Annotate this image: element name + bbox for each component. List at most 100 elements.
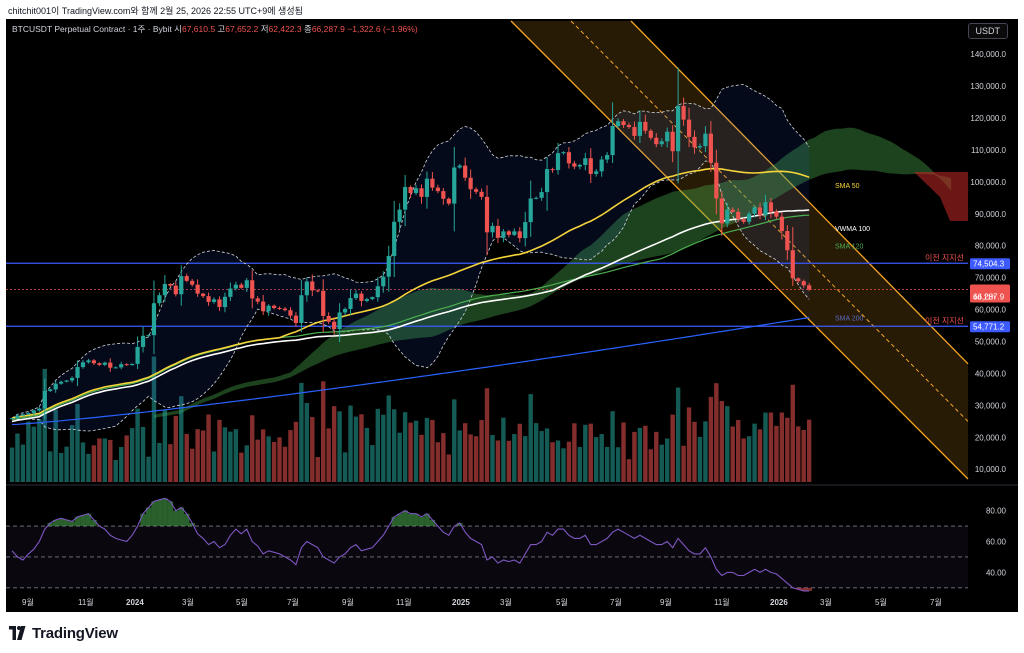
candle-body[interactable]: [566, 152, 572, 164]
candle-body[interactable]: [206, 296, 211, 302]
candle-body[interactable]: [457, 165, 462, 168]
candle-body[interactable]: [790, 250, 795, 279]
candle-body[interactable]: [599, 159, 604, 172]
candle-body[interactable]: [403, 186, 408, 210]
candle-body[interactable]: [637, 121, 642, 136]
sma200-line[interactable]: [11, 317, 810, 426]
candle-body[interactable]: [807, 285, 812, 290]
candle-body[interactable]: [271, 305, 277, 308]
candle-body[interactable]: [86, 360, 91, 363]
candle-body[interactable]: [583, 158, 588, 165]
candle-body[interactable]: [708, 133, 713, 163]
candle-body[interactable]: [91, 360, 96, 364]
candle-body[interactable]: [9, 418, 15, 420]
currency-badge[interactable]: USDT: [967, 23, 1008, 39]
candle-body[interactable]: [435, 187, 440, 192]
candle-body[interactable]: [195, 284, 200, 294]
candle-body[interactable]: [75, 367, 80, 378]
candle-body[interactable]: [763, 202, 768, 216]
candle-body[interactable]: [293, 315, 299, 323]
candle-body[interactable]: [146, 335, 151, 337]
candle-body[interactable]: [80, 362, 86, 368]
candle-body[interactable]: [348, 298, 353, 309]
candle-body[interactable]: [725, 209, 730, 224]
candle-body[interactable]: [42, 391, 47, 409]
candle-body[interactable]: [364, 299, 369, 301]
candle-body[interactable]: [484, 196, 490, 233]
candle-body[interactable]: [501, 231, 506, 238]
candle-body[interactable]: [479, 191, 484, 197]
candle-body[interactable]: [173, 285, 178, 295]
candle-body[interactable]: [332, 321, 337, 330]
candle-body[interactable]: [719, 198, 724, 224]
candle-body[interactable]: [386, 255, 391, 277]
candle-body[interactable]: [233, 284, 238, 289]
candle-body[interactable]: [430, 178, 435, 188]
candle-body[interactable]: [785, 231, 790, 251]
sma50-line[interactable]: [11, 167, 810, 419]
candle-body[interactable]: [250, 280, 255, 299]
chart-area[interactable]: 10,000.0 20,000.0 30,000.0 40,000.0 50,000.0…: [6, 19, 1018, 612]
candle-body[interactable]: [686, 119, 692, 137]
candle-body[interactable]: [370, 297, 375, 300]
candle-body[interactable]: [222, 296, 228, 308]
candle-body[interactable]: [452, 167, 457, 204]
candle-body[interactable]: [632, 126, 637, 136]
candle-body[interactable]: [539, 192, 544, 198]
candle-body[interactable]: [681, 105, 686, 120]
candle-body[interactable]: [277, 307, 282, 309]
candle-body[interactable]: [555, 153, 561, 171]
candle-body[interactable]: [140, 335, 146, 347]
candle-body[interactable]: [190, 280, 195, 285]
candle-body[interactable]: [228, 288, 233, 297]
candle-body[interactable]: [512, 231, 517, 235]
candle-body[interactable]: [102, 362, 107, 365]
candle-body[interactable]: [310, 281, 315, 291]
candle-body[interactable]: [239, 284, 244, 288]
candle-body[interactable]: [282, 308, 288, 311]
candle-body[interactable]: [730, 209, 735, 212]
candle-body[interactable]: [157, 295, 162, 304]
candle-body[interactable]: [69, 377, 75, 381]
candle-body[interactable]: [528, 198, 533, 223]
candle-body[interactable]: [381, 276, 386, 287]
price-chart-svg[interactable]: 10,000.0 20,000.0 30,000.0 40,000.0 50,000.0…: [6, 19, 1018, 612]
candle-body[interactable]: [184, 276, 189, 281]
vwma100-line[interactable]: [11, 209, 810, 423]
candle-body[interactable]: [15, 415, 20, 419]
candle-body[interactable]: [304, 281, 309, 296]
candle-body[interactable]: [375, 286, 380, 298]
candle-body[interactable]: [626, 125, 632, 127]
candle-body[interactable]: [703, 133, 708, 147]
candle-body[interactable]: [523, 222, 528, 239]
candle-body[interactable]: [801, 281, 806, 286]
candle-body[interactable]: [490, 225, 495, 233]
candle-body[interactable]: [31, 410, 36, 414]
candle-body[interactable]: [124, 364, 129, 366]
candle-body[interactable]: [588, 158, 593, 174]
candle-body[interactable]: [577, 164, 582, 167]
candle-body[interactable]: [446, 198, 451, 204]
candle-body[interactable]: [768, 202, 774, 212]
candle-body[interactable]: [20, 414, 26, 416]
rsi-line[interactable]: [11, 497, 810, 592]
candle-body[interactable]: [359, 293, 364, 301]
candle-body[interactable]: [659, 141, 664, 145]
candle-body[interactable]: [752, 207, 757, 214]
candle-body[interactable]: [408, 186, 413, 194]
candle-body[interactable]: [37, 408, 42, 411]
candle-body[interactable]: [342, 308, 348, 313]
candle-body[interactable]: [468, 177, 473, 190]
candle-body[interactable]: [244, 280, 249, 288]
candle-body[interactable]: [59, 381, 64, 384]
candle-body[interactable]: [697, 146, 703, 148]
candle-body[interactable]: [53, 383, 58, 390]
candle-body[interactable]: [315, 290, 320, 292]
candle-body[interactable]: [495, 225, 501, 238]
candle-body[interactable]: [757, 207, 763, 216]
candle-body[interactable]: [211, 299, 217, 302]
candle-body[interactable]: [392, 221, 397, 256]
candle-body[interactable]: [288, 310, 293, 316]
candle-body[interactable]: [413, 188, 419, 194]
candle-body[interactable]: [517, 231, 522, 239]
